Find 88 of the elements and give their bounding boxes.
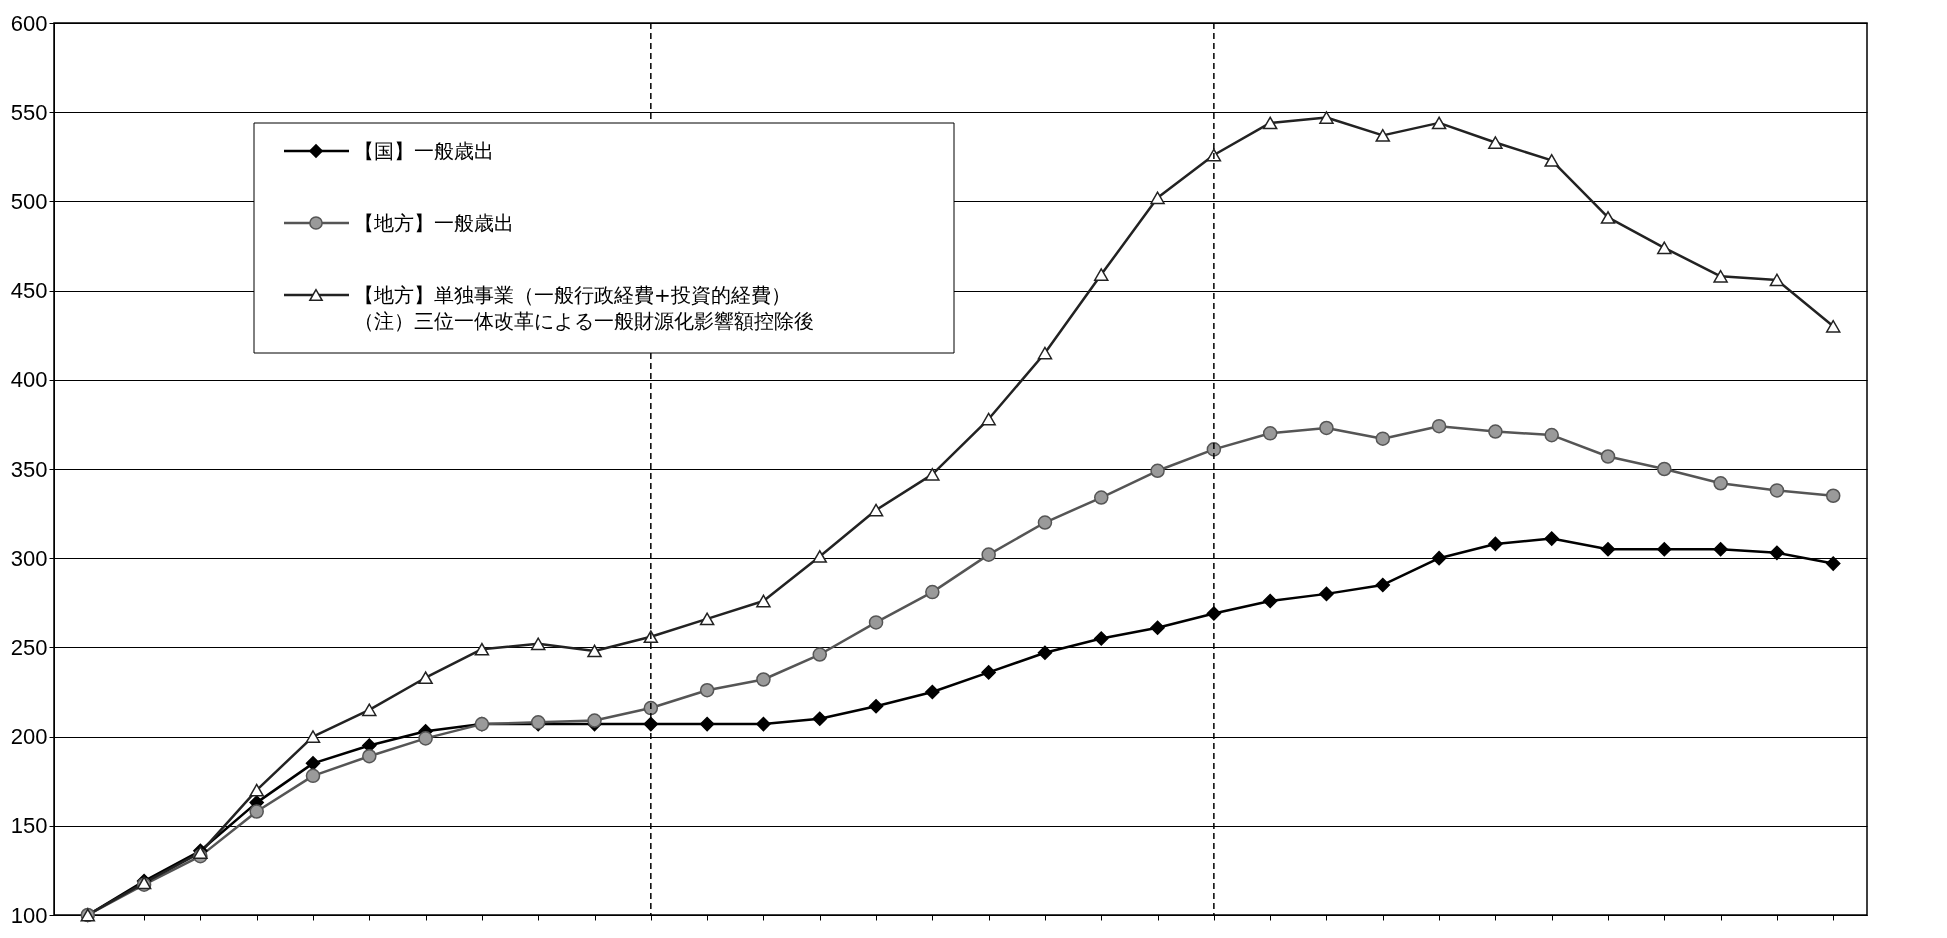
point: [1037, 515, 1053, 530]
point: [981, 547, 996, 562]
point: [1488, 536, 1503, 552]
point: [756, 672, 771, 687]
y-tick-label: 100: [10, 902, 48, 928]
point: [1431, 418, 1447, 434]
legend-label: 【地方】一般歳出: [354, 211, 514, 235]
point: [1150, 463, 1165, 479]
point: [1769, 483, 1785, 498]
point: [587, 644, 602, 658]
point: [305, 768, 321, 784]
point: [1544, 427, 1559, 443]
point: [1544, 531, 1559, 546]
y-tick-label: 150: [10, 813, 48, 839]
point: [1319, 111, 1334, 124]
point: [249, 783, 264, 797]
point: [1713, 542, 1728, 557]
point: [1262, 116, 1278, 130]
point: [868, 699, 884, 714]
point: [249, 804, 264, 819]
point: [925, 684, 940, 700]
point: [1825, 319, 1841, 333]
point: [1600, 211, 1616, 224]
y-tick-label: 500: [10, 188, 48, 214]
point: [812, 647, 828, 662]
y-tick-label: 250: [10, 634, 48, 660]
point: [1375, 577, 1391, 593]
point: [981, 412, 996, 426]
point: [699, 716, 715, 732]
point: [587, 713, 602, 728]
y-tick-label: 450: [10, 278, 48, 304]
point: [868, 615, 884, 630]
point: [1657, 241, 1672, 255]
point: [305, 730, 321, 743]
y-tick-label: 550: [10, 99, 48, 125]
point: [756, 716, 771, 732]
point: [812, 711, 828, 727]
point: [362, 748, 377, 764]
point: [643, 630, 659, 644]
point: [1488, 424, 1503, 439]
point: [925, 584, 940, 600]
point: [1825, 556, 1841, 571]
legend-label: 【地方】単独事業（一般行政経費+投資的経費）（注）三位一体改革による一般財源化影響額控除後: [354, 283, 814, 333]
legend-label: 【国】一般歳出: [354, 139, 494, 163]
point: [1375, 129, 1391, 142]
point: [1262, 426, 1278, 441]
point: [1713, 476, 1728, 491]
point: [1037, 346, 1053, 360]
point: [1150, 620, 1165, 636]
point: [1600, 542, 1616, 557]
point: [418, 731, 433, 746]
point: [1093, 490, 1109, 505]
point: [756, 594, 771, 608]
point: [1319, 586, 1334, 602]
point: [868, 503, 884, 517]
point: [1093, 631, 1109, 646]
point: [1657, 542, 1672, 557]
point: [418, 671, 433, 685]
point: [1319, 420, 1334, 436]
point: [925, 467, 940, 481]
point: [699, 682, 715, 698]
y-tick-label: 300: [10, 545, 48, 571]
point: [1657, 461, 1672, 477]
point: [1769, 273, 1785, 287]
point: [1431, 550, 1447, 566]
point: [1544, 153, 1559, 167]
point: [1488, 136, 1503, 149]
y-tick-label: 200: [10, 724, 48, 750]
point: [474, 642, 490, 656]
point: [1713, 269, 1728, 283]
point: [1037, 645, 1053, 661]
y-tick-label: 350: [10, 456, 48, 482]
point: [1262, 593, 1278, 609]
point: [1769, 545, 1785, 561]
point: [1375, 431, 1391, 446]
point: [1825, 488, 1841, 504]
point: [362, 703, 377, 717]
point: [530, 637, 546, 651]
point: [699, 612, 715, 626]
point: [305, 756, 321, 771]
point: [812, 550, 828, 563]
point: [981, 665, 996, 680]
point: [1093, 268, 1109, 281]
point: [1431, 116, 1447, 130]
y-tick-label: 600: [10, 10, 48, 36]
point: [1600, 449, 1616, 464]
point: [1150, 191, 1165, 205]
y-tick-label: 400: [10, 367, 48, 393]
